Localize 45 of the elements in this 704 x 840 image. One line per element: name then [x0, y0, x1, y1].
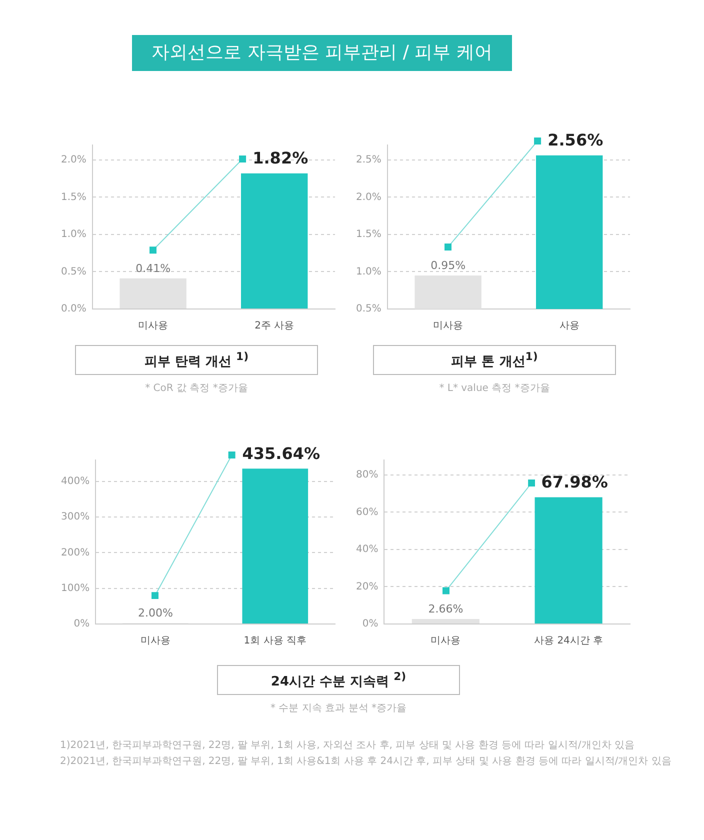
data-label: 2.00% [138, 606, 173, 620]
y-tick-label: 80% [356, 470, 378, 481]
data-label: 2.56% [548, 130, 604, 150]
x-tick-label: 미사용 [430, 636, 461, 647]
y-tick-label: 0% [362, 618, 378, 630]
y-tick-label: 2.5% [356, 154, 382, 166]
y-tick-label: 1.0% [61, 229, 86, 240]
y-tick-label: 0.0% [61, 304, 86, 315]
x-tick-label: 사용 [559, 320, 580, 332]
y-tick-label: 2.0% [356, 192, 382, 203]
text: * CoR 값 측정 *증가율 [144, 382, 249, 395]
text: 피부 탄력 개선 $^{1)}$ [144, 350, 249, 370]
x-tick-label: 2주 사용 [254, 320, 294, 332]
data-label: 67.98% [541, 472, 608, 492]
x-tick-label: 미사용 [138, 320, 168, 332]
data-label: 1.82% [252, 148, 308, 168]
chart-title: 자외선으로 자극받은 피부관리 / 피부 케어 [132, 35, 512, 71]
y-tick-label: 60% [356, 506, 378, 518]
y-tick-label: 1.0% [356, 266, 382, 278]
y-tick-label: 1.5% [61, 192, 86, 203]
y-tick-label: 40% [356, 544, 378, 556]
y-tick-label: 200% [60, 547, 90, 558]
text: 24시간 수분 지속력 $^{2)}$ [270, 670, 406, 690]
y-tick-label: 0% [74, 618, 90, 630]
y-tick-label: 2.0% [61, 154, 86, 166]
x-tick-label: 미사용 [140, 636, 170, 647]
x-tick-label: 미사용 [433, 320, 464, 332]
y-tick-label: 300% [60, 512, 90, 523]
data-label: 2.66% [428, 602, 464, 616]
y-tick-label: 400% [60, 476, 90, 487]
text: 1)2021년, 한국피부과학연구원, 22명, 팔 부위, 1회 사용, 자외선 조사 후, 피부 상태 및 사용 환경 등에 따라 일시적/개인차 있음 [60, 739, 636, 753]
text: * L* value 측정 *증가율 [438, 382, 551, 395]
text: 2)2021년, 한국피부과학연구원, 22명, 팔 부위, 1회 사용&1회 사용 후 24시간 후, 피부 상태 및 사용 환경 등에 따라 일시적/개인차 있음 [60, 755, 672, 769]
y-tick-label: 0.5% [61, 266, 86, 278]
y-tick-label: 100% [60, 582, 90, 594]
y-tick-label: 0.5% [356, 304, 382, 315]
y-tick-label: 20% [356, 581, 378, 592]
x-tick-label: 사용 24시간 후 [534, 636, 604, 647]
data-label: 435.64% [242, 444, 320, 463]
y-tick-label: 1.5% [356, 229, 382, 240]
data-label: 0.41% [136, 262, 171, 275]
data-label: 0.95% [430, 258, 466, 272]
text: 피부 톤 개선$^{1)}$ [451, 350, 538, 370]
x-tick-label: 1회 사용 직후 [244, 636, 307, 647]
text: * 수분 지속 효과 분석 *증가율 [270, 702, 408, 715]
